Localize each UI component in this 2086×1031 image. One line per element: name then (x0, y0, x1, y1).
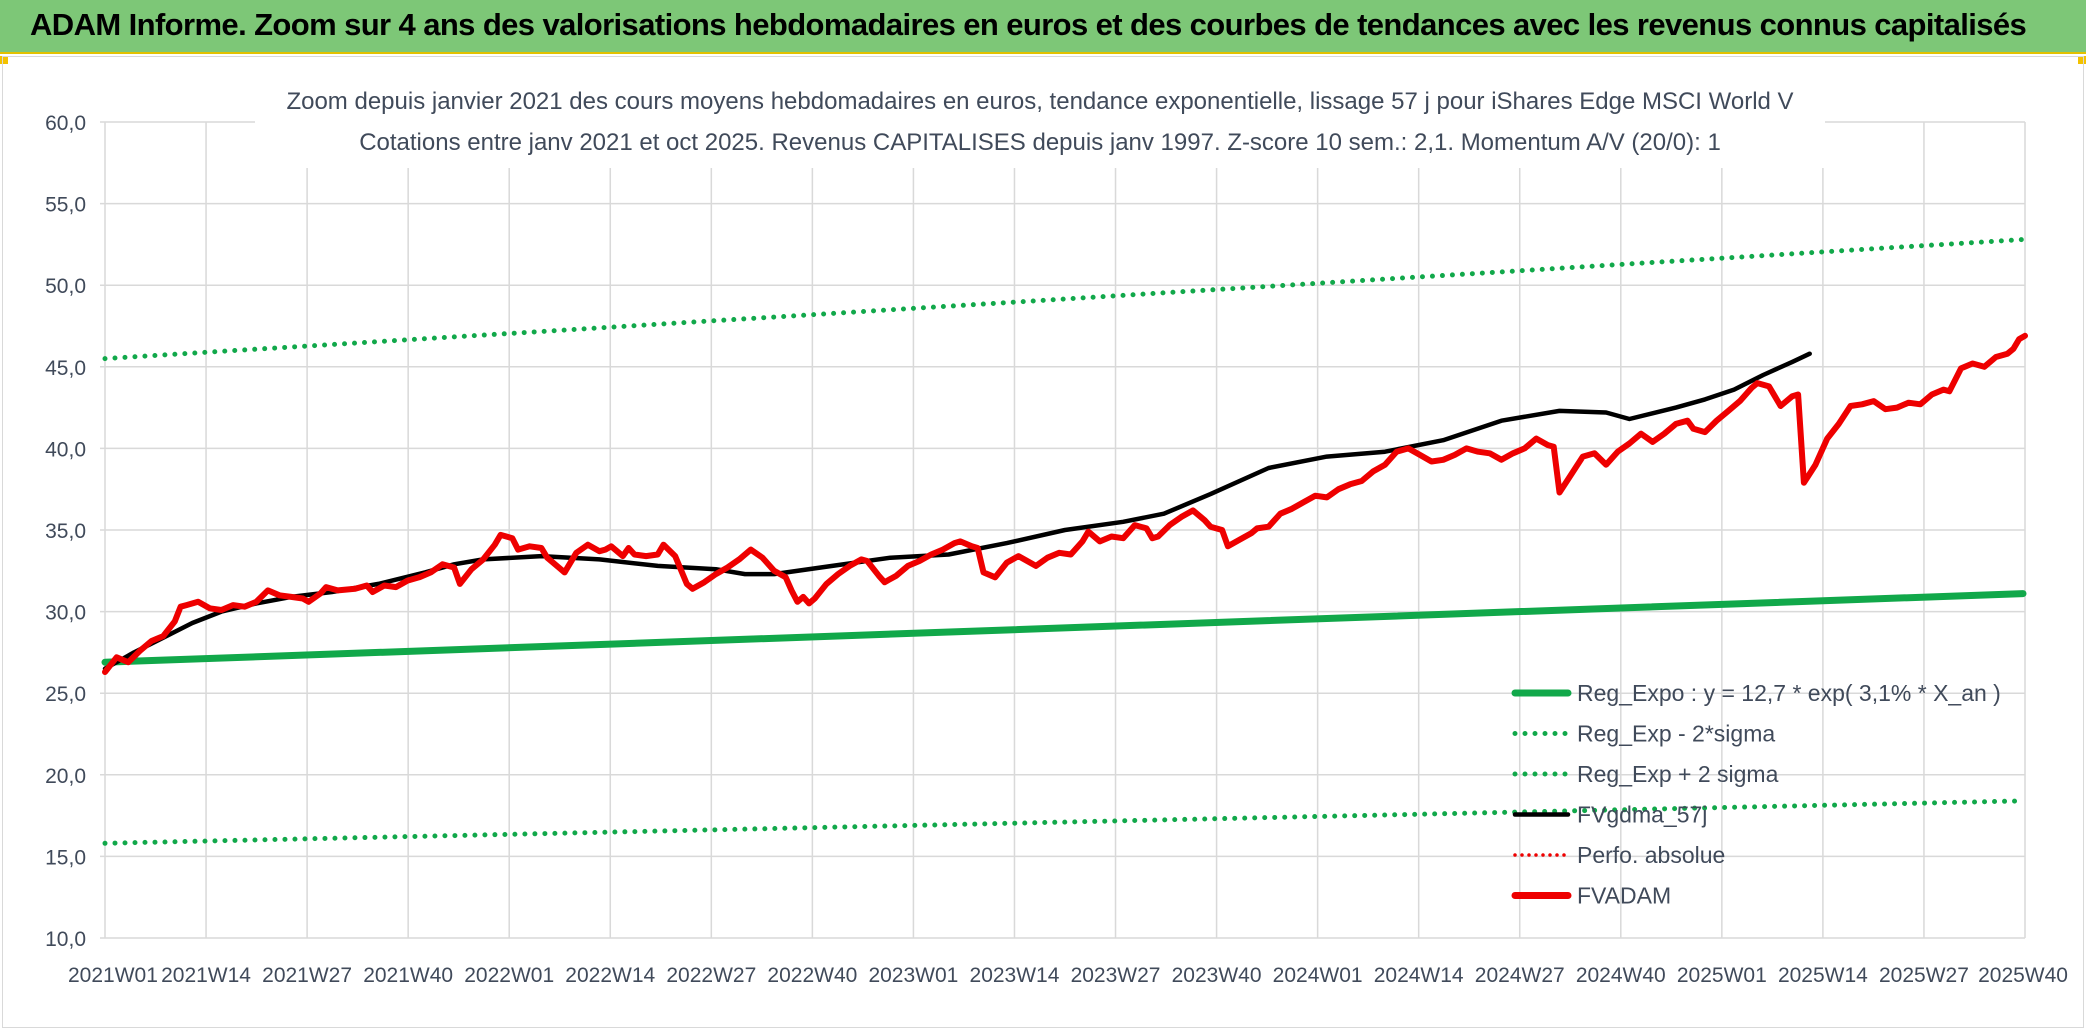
x-tick-label: 2024W14 (1374, 964, 1464, 987)
x-tick-label: 2023W01 (868, 964, 958, 987)
series-reg-exp-plus-2-sigma (102, 237, 2026, 362)
chart-title: Zoom depuis janvier 2021 des cours moyen… (255, 80, 1825, 168)
y-tick-label: 20,0 (45, 765, 86, 788)
series-reg-expo (101, 590, 2027, 666)
legend: Reg_Expo : y = 12,7 * exp( 3,1% * X_an )… (1511, 680, 2001, 909)
y-tick-label: 40,0 (45, 438, 86, 461)
y-tick-label: 30,0 (45, 602, 86, 625)
y-tick-label: 55,0 (45, 194, 86, 217)
x-tick-label: 2021W14 (161, 964, 251, 987)
legend-label: FVADAM (1577, 883, 1671, 909)
legend-label: FVgdma_57j (1577, 802, 1707, 828)
x-tick-label: 2023W27 (1071, 964, 1161, 987)
frame-corner-marker (0, 56, 8, 64)
x-tick-label: 2025W27 (1879, 964, 1969, 987)
y-tick-label: 60,0 (45, 112, 86, 135)
y-tick-label: 15,0 (45, 846, 86, 869)
series-fvadam (102, 332, 2028, 675)
x-tick-label: 2023W40 (1172, 964, 1262, 987)
x-tick-label: 2024W27 (1475, 964, 1565, 987)
x-tick-label: 2024W01 (1273, 964, 1363, 987)
y-tick-label: 25,0 (45, 683, 86, 706)
x-tick-label: 2023W14 (970, 964, 1060, 987)
legend-label: Reg_Expo : y = 12,7 * exp( 3,1% * X_an ) (1577, 680, 2001, 706)
x-tick-label: 2022W14 (565, 964, 655, 987)
y-tick-label: 35,0 (45, 520, 86, 543)
x-tick-label: 2024W40 (1576, 964, 1666, 987)
series-reg-exp-minus-2-sigma (102, 798, 2026, 846)
y-axis-ticks: 60,0 55,0 50,0 45,0 40,0 35,0 30,0 25,0 20,0 15,0… (45, 112, 86, 951)
y-tick-label: 45,0 (45, 357, 86, 380)
report-banner: ADAM Informe. Zoom sur 4 ans des valoris… (0, 0, 2086, 54)
x-tick-label: 2022W27 (666, 964, 756, 987)
report-title: ADAM Informe. Zoom sur 4 ans des valoris… (30, 7, 2027, 42)
y-tick-label: 50,0 (45, 275, 86, 298)
x-tick-label: 2025W14 (1778, 964, 1868, 987)
x-tick-label: 2025W01 (1677, 964, 1767, 987)
series-lines (101, 237, 2028, 846)
legend-label: Perfo. absolue (1577, 842, 1725, 868)
x-tick-label: 2022W40 (767, 964, 857, 987)
series-fvgdma-57j (102, 351, 1812, 671)
x-tick-label: 2022W01 (464, 964, 554, 987)
chart-frame (2, 56, 2084, 1028)
x-tick-label: 2025W40 (1978, 964, 2068, 987)
frame-corner-marker (2078, 56, 2086, 64)
x-tick-label: 2021W40 (363, 964, 453, 987)
chart-title-line-1: Zoom depuis janvier 2021 des cours moyen… (286, 88, 1793, 115)
legend-label: Reg_Exp + 2 sigma (1577, 761, 1779, 787)
chart-title-line-2: Cotations entre janv 2021 et oct 2025. R… (359, 129, 1721, 156)
x-tick-label: 2021W27 (262, 964, 352, 987)
y-tick-label: 10,0 (45, 928, 86, 951)
x-axis-ticks: 2021W01 2021W14 2021W27 2021W40 2022W01 2022W… (68, 964, 2068, 987)
legend-label: Reg_Exp - 2*sigma (1577, 721, 1775, 747)
x-tick-label: 2021W01 (68, 964, 158, 987)
